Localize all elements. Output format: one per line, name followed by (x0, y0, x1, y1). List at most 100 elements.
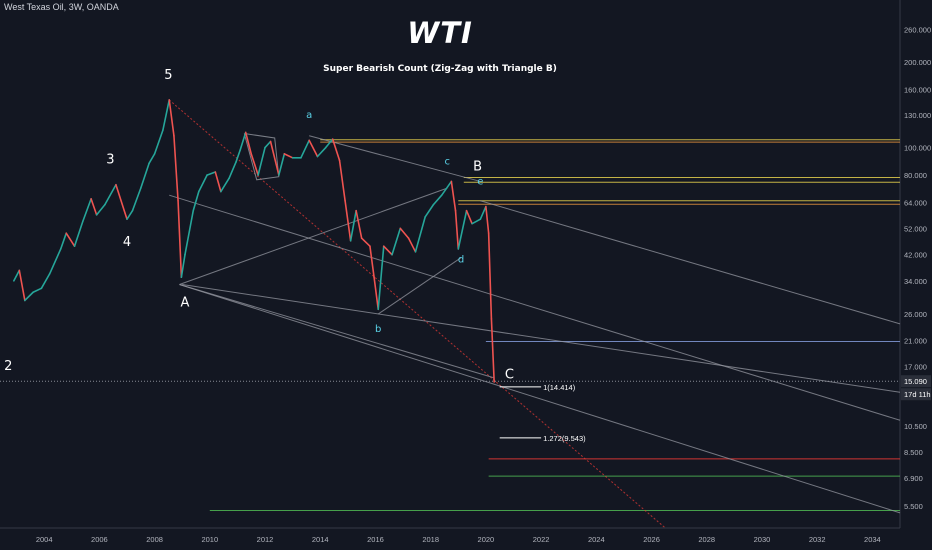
time-tick-label: 2024 (588, 535, 605, 544)
price-axis[interactable]: 260.000 200.000 160.000 130.000 100.000 80.00… (904, 25, 931, 510)
time-tick-label: 2012 (257, 535, 274, 544)
price-tick-label: 260.000 (904, 25, 931, 34)
price-segment (471, 218, 482, 225)
price-segment (184, 209, 195, 256)
price-segment (131, 187, 142, 212)
price-segment (382, 245, 393, 256)
price-segment (432, 194, 443, 206)
price-segment (269, 140, 280, 176)
price-segment (177, 199, 183, 279)
price-segment (95, 203, 106, 216)
price-segment (355, 209, 363, 240)
price-segment (197, 174, 208, 193)
last-price-marker: 15.090 17d 11h (901, 375, 931, 401)
price-segment (13, 269, 21, 282)
price-segment (40, 272, 51, 290)
price-segment (173, 134, 179, 202)
price-segment (162, 99, 171, 132)
time-tick-label: 2034 (864, 535, 881, 544)
price-segment (250, 153, 259, 176)
price-segment (391, 227, 402, 256)
price-segment (338, 159, 346, 202)
symbol-label[interactable]: West Texas Oil, 3W, OANDA (4, 2, 119, 12)
price-segment (82, 198, 92, 223)
price-tick-label: 34.000 (904, 277, 927, 286)
price-tick-label: 17.000 (904, 362, 927, 371)
trend-line (168, 99, 666, 529)
trend-line (480, 200, 901, 325)
price-segment (73, 220, 84, 247)
price-tick-label: 21.000 (904, 336, 927, 345)
price-segment (115, 183, 126, 212)
price-segment (369, 245, 375, 279)
trend-line (309, 135, 481, 182)
chart-subtitle: Super Bearish Count (Zig-Zag with Triang… (323, 64, 557, 74)
wave-label: A (181, 296, 190, 311)
price-segment (59, 232, 68, 250)
price-tick-label: 26.000 (904, 310, 927, 319)
wave-label: 4 (123, 235, 131, 250)
price-segment (344, 199, 352, 242)
price-segment (180, 253, 186, 279)
wave-label: 3 (106, 152, 114, 167)
wave-label: d (458, 254, 464, 265)
price-segment (485, 205, 490, 234)
price-segment (239, 131, 247, 151)
fib-level-label: 1(14.414) (543, 383, 576, 392)
price-segment (440, 180, 453, 196)
price-tick-label: 80.000 (904, 171, 927, 180)
price-tick-label: 6.900 (904, 474, 923, 483)
price-segment (377, 245, 385, 311)
wave-labels: 5 3 4 2 Aa b c d eB C (4, 68, 514, 383)
price-segment (424, 203, 435, 218)
trend-line (179, 284, 901, 514)
timer-box (901, 388, 931, 401)
price-segment (104, 183, 117, 206)
price-segment (24, 291, 34, 302)
price-segment (220, 177, 230, 193)
price-segment (126, 209, 134, 220)
trend-line (182, 284, 901, 393)
time-tick-label: 2006 (91, 535, 108, 544)
price-segment (450, 180, 457, 212)
price-segment (465, 209, 473, 225)
price-segment (300, 139, 311, 159)
price-segment (90, 198, 98, 216)
time-axis[interactable]: 2004 2006 2008 2010 2012 2014 2016 2018 2020 2022… (36, 535, 881, 544)
price-segment (244, 131, 253, 155)
price-segment (153, 129, 164, 155)
chart-title: WTI (407, 16, 473, 50)
time-tick-label: 2022 (533, 535, 550, 544)
price-tick-label: 52.000 (904, 224, 927, 233)
wave-label: C (505, 368, 514, 383)
last-price-box (901, 375, 931, 388)
price-segment (399, 227, 410, 240)
bar-timer-label: 17d 11h (904, 390, 931, 399)
price-tick-label: 100.000 (904, 144, 931, 153)
price-segment (192, 190, 200, 212)
time-tick-label: 2010 (201, 535, 218, 544)
price-tick-label: 200.000 (904, 58, 931, 67)
time-tick-label: 2028 (698, 535, 715, 544)
price-series (13, 99, 495, 383)
price-segment (457, 209, 468, 250)
price-segment (407, 237, 417, 253)
price-tick-label: 42.000 (904, 251, 927, 260)
time-tick-label: 2020 (478, 535, 495, 544)
time-tick-label: 2032 (809, 535, 826, 544)
price-segment (32, 287, 43, 294)
wave-label: a (306, 110, 312, 121)
wave-label: e (477, 177, 483, 188)
time-tick-label: 2016 (367, 535, 384, 544)
price-segment (479, 205, 487, 220)
wave-label: 5 (164, 68, 172, 83)
fibonacci-levels: 1(14.414) 1.272(9.543) (499, 383, 586, 443)
price-segment (18, 269, 26, 302)
last-price-label: 15.090 (904, 377, 927, 386)
time-tick-label: 2014 (312, 535, 329, 544)
price-tick-label: 5.500 (904, 502, 923, 511)
price-segment (487, 232, 493, 320)
time-tick-label: 2004 (36, 535, 53, 544)
